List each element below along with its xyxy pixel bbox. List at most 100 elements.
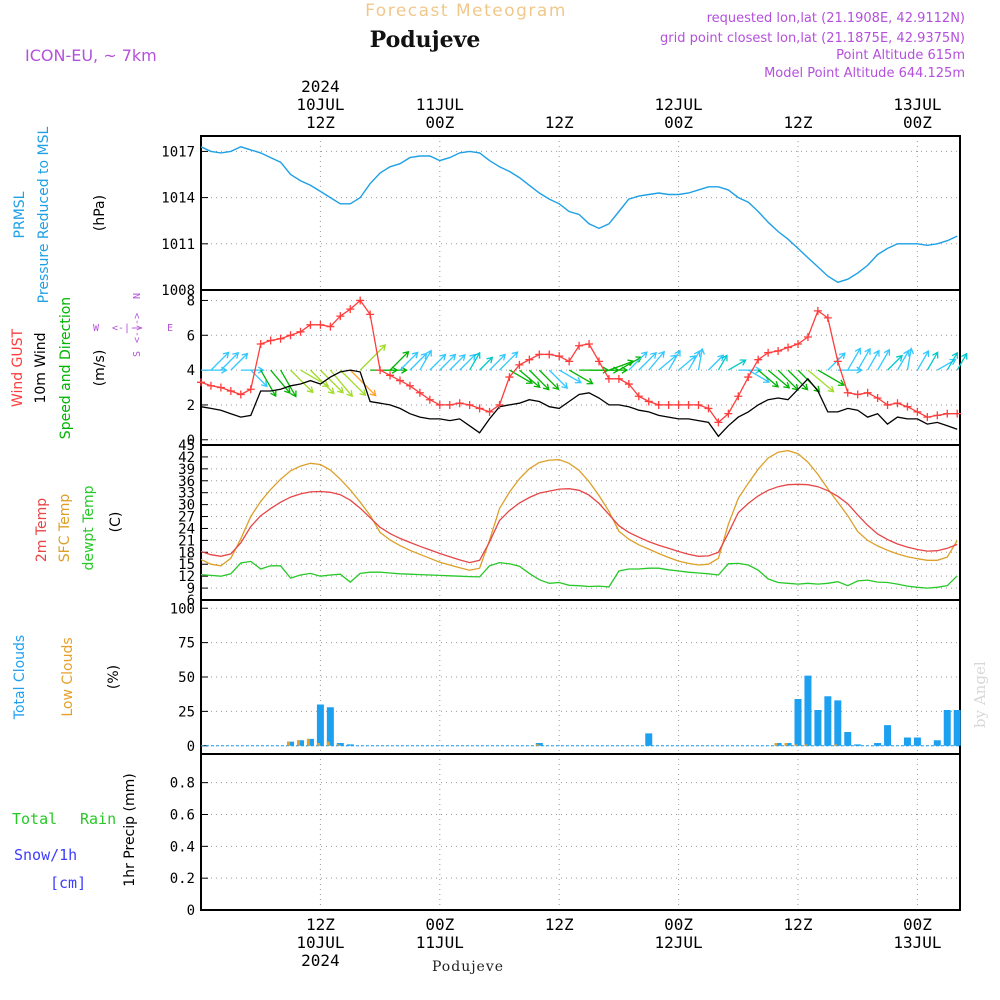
wind-direction-arrow — [896, 350, 910, 371]
wind-arrow-head — [674, 349, 681, 357]
top-time-label: 2024 — [301, 77, 340, 96]
wind-direction-arrow — [757, 369, 779, 388]
wind-arrow-head — [284, 387, 291, 395]
total-clouds-bar — [884, 725, 892, 746]
y-tick-label: 0.2 — [170, 871, 195, 887]
wind-arrow-head — [586, 378, 594, 385]
low-clouds-axis-label: Low Clouds — [60, 637, 76, 716]
wind-direction-arrow — [618, 356, 642, 371]
gust-marker — [684, 400, 693, 409]
wind-direction-arrow — [638, 352, 657, 371]
wind-arrow-head — [896, 354, 903, 362]
wind-direction-arrow — [399, 351, 419, 371]
gust-marker — [634, 392, 643, 401]
wind-arrow-head — [327, 387, 335, 395]
wind-arrow-head — [425, 349, 432, 357]
total-clouds-bar — [306, 738, 314, 746]
gust-marker — [694, 400, 703, 409]
gust-marker — [316, 320, 325, 329]
gust-marker — [953, 409, 962, 418]
wind-arrow-head — [511, 351, 519, 359]
wind-direction-arrow — [707, 354, 724, 371]
gust-marker — [376, 366, 385, 375]
y-tick-label: 1011 — [161, 237, 195, 253]
model-label: ICON-EU, ~ 7km — [25, 46, 157, 65]
compass-east: E — [167, 323, 173, 334]
pressure-axis-label-1: PRMSL — [12, 191, 28, 238]
y-tick-label: 0 — [187, 739, 195, 755]
wind-arrow-head — [458, 354, 466, 361]
gust-marker — [604, 374, 613, 383]
wind-direction-arrow — [877, 349, 890, 371]
wind-direction-arrow — [528, 369, 550, 391]
compass-vertical-arrows: <-|-> — [132, 313, 143, 343]
sfc-temp-axis-label: SFC Temp — [57, 494, 73, 563]
total-clouds-bar — [784, 743, 792, 746]
precip-snow-label: Snow/1h — [14, 846, 77, 864]
gust-marker — [246, 385, 255, 394]
low-clouds-bar — [306, 738, 310, 746]
requested-coords: requested lon,lat (21.1908E, 42.9112N) — [707, 11, 965, 26]
gust-axis-label: Wind GUST — [10, 328, 26, 407]
wind-arrow-head — [379, 344, 387, 351]
total-clouds-bar — [535, 743, 543, 746]
low-clouds-bar — [297, 740, 300, 746]
wind-arrow-head — [261, 380, 268, 388]
compass-north: N — [132, 293, 143, 299]
bottom-time-label: 12Z — [545, 915, 574, 934]
top-time-label: 00Z — [664, 113, 693, 132]
gust-marker — [366, 310, 375, 319]
wind-direction-arrow — [787, 369, 808, 391]
wind-direction-arrow — [608, 360, 634, 371]
total-clouds-bar — [326, 707, 334, 746]
wind-arrow-head — [257, 366, 265, 374]
panel-temperature — [201, 445, 960, 600]
gust-marker — [644, 397, 653, 406]
gust-marker — [893, 399, 902, 408]
gust-marker — [495, 400, 504, 409]
wind-direction-arrow — [628, 351, 648, 371]
wind-direction-arrow — [250, 369, 268, 387]
gust-marker — [873, 393, 882, 402]
y-tick-label: 15 — [178, 557, 195, 573]
y-tick-label: 42 — [178, 450, 195, 466]
pressure-unit-label: (hPa) — [92, 195, 108, 231]
low-clouds-bar — [336, 744, 340, 746]
total-clouds-bar — [316, 704, 324, 746]
gust-marker — [764, 348, 773, 357]
wind-arrow-head — [439, 353, 447, 361]
wind-direction-arrow — [409, 353, 428, 371]
bottom-time-label: 10JUL — [296, 933, 344, 952]
top-time-label: 11JUL — [416, 95, 464, 114]
low-clouds-bar — [804, 744, 808, 746]
location-title: Podujeve — [370, 27, 481, 53]
gust-marker — [813, 306, 822, 315]
wind-arrow-head — [783, 381, 791, 389]
gust-marker — [505, 373, 514, 382]
low-clouds-bar — [794, 744, 798, 746]
gust-marker — [206, 381, 215, 390]
credit-watermark: by Angel — [971, 661, 989, 728]
bottom-time-label: 11JUL — [416, 933, 464, 952]
total-clouds-bar — [913, 737, 921, 746]
gust-marker — [386, 371, 395, 380]
temp-unit-label: (C) — [108, 512, 124, 533]
bottom-time-label: 12Z — [784, 915, 813, 934]
wind-arrow-head — [755, 366, 763, 374]
wind-arrow-head — [499, 353, 506, 361]
wind-direction-arrow — [479, 356, 493, 371]
low-clouds-bar — [774, 743, 778, 746]
gust-marker — [833, 357, 842, 366]
gust-marker — [913, 407, 922, 416]
wind-arrow-head — [533, 381, 541, 388]
wind-direction-arrow — [728, 359, 746, 371]
total-clouds-bar — [336, 743, 344, 746]
wind-arrow-head — [837, 379, 845, 386]
wind-arrow-head — [717, 354, 725, 362]
wind-arrow-head — [359, 389, 367, 397]
wind-arrow-head — [449, 353, 457, 361]
wind-direction-arrow — [568, 369, 593, 385]
compass-south: S — [132, 351, 143, 357]
gust-marker — [853, 390, 862, 399]
gust-marker — [863, 388, 872, 397]
